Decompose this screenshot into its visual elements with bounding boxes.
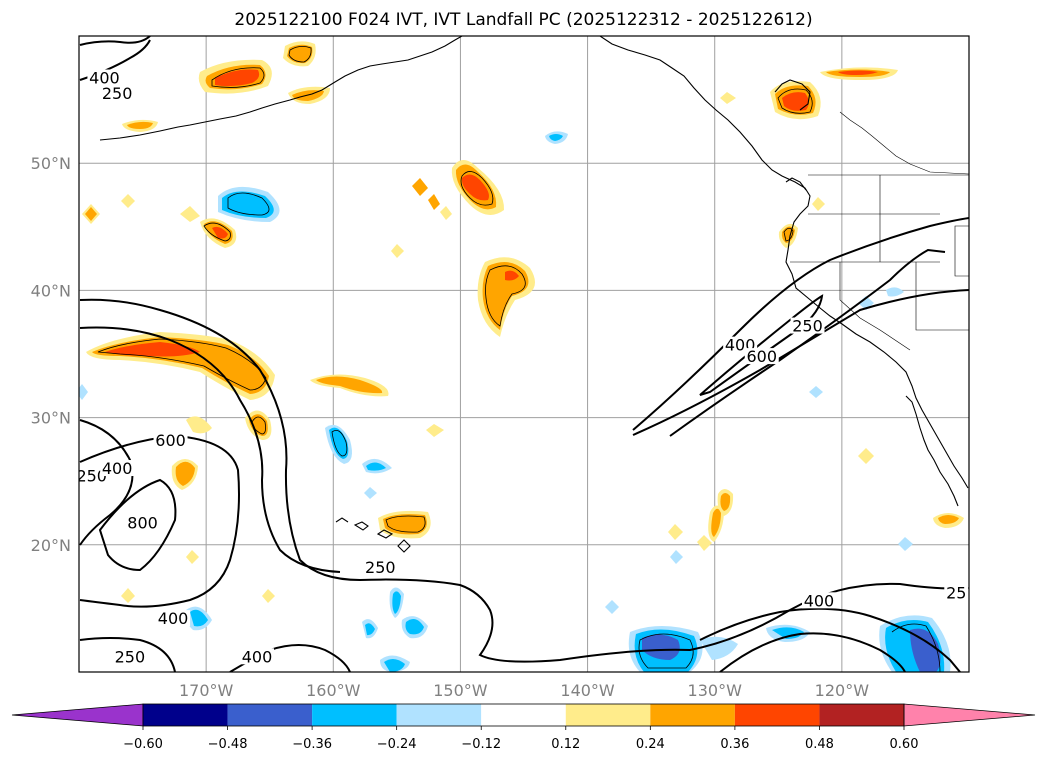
colorbar-segment (819, 704, 904, 726)
political-borders (790, 111, 969, 351)
ivt-contour-label: 400 (102, 459, 133, 478)
colorbar-tick-label: −0.12 (461, 737, 501, 752)
colorbar-segment (227, 704, 313, 726)
contour-label-bg (801, 592, 836, 609)
ivt-contour-label: 400 (158, 609, 189, 628)
ivt-contour-label: 600 (746, 347, 777, 366)
colorbar-tick-label: −0.60 (123, 737, 163, 752)
contour-label-bg (240, 648, 274, 665)
lon-tick-label: 130°W (688, 681, 743, 700)
pc-positive-patch-gulf-of-alaska (122, 41, 330, 132)
ivt-contour-label: 400 (804, 591, 835, 610)
colorbar-segment (396, 704, 482, 726)
contour-label-bg (125, 514, 160, 531)
colorbar-tick-label: 0.36 (720, 737, 749, 752)
longitude-labels: 170°W 160°W 150°W 140°W 130°W 120°W (179, 681, 869, 700)
coastlines (99, 36, 969, 553)
ivt-contour-label: 600 (155, 431, 186, 450)
lat-tick-label: 20°N (31, 536, 71, 555)
colorbar-segment (143, 704, 228, 726)
colorbar-extend-high (903, 703, 1036, 727)
colorbar-segment (481, 704, 566, 726)
colorbar-segment (312, 704, 397, 726)
contour-label-bg (944, 584, 969, 601)
ivt-contour-label: 25 (946, 584, 966, 603)
ivt-contour-label: 800 (127, 514, 158, 533)
ivt-contour-label: 250 (365, 558, 396, 577)
contour-label-bg (156, 610, 191, 627)
lon-tick-label: 170°W (179, 681, 234, 700)
colorbar-frame (142, 703, 905, 727)
contour-label-bg (744, 348, 779, 365)
contour-label-bg (87, 69, 122, 86)
colorbar-tick-label: −0.24 (377, 737, 417, 752)
lat-tick-label: 50°N (31, 154, 71, 173)
graticule (79, 36, 969, 672)
ivt-contour-label: 250 (115, 647, 146, 666)
lon-tick-label: 140°W (560, 681, 615, 700)
colorbar-tick-label: 0.12 (551, 737, 580, 752)
lat-tick-label: 30°N (31, 409, 71, 428)
ivt-contour-label: 400 (242, 647, 273, 666)
colorbar-tick-label: 0.24 (636, 737, 665, 752)
contour-label-bg (100, 84, 135, 101)
colorbar: −0.60 −0.48 −0.36 −0.24 −0.12 0.12 0.24 0.36 0.4… (11, 703, 1036, 752)
map-title: 2025122100 F024 IVT, IVT Landfall PC (20… (234, 10, 813, 30)
map-frame (78, 35, 970, 673)
contour-label-bg (153, 432, 188, 449)
latitude-labels: 50°N 40°N 30°N 20°N (31, 154, 71, 555)
pc-negative-patch-central (79, 287, 913, 672)
pc-positive-patch-subtropical-jet (82, 194, 444, 490)
colorbar-extend-low (11, 703, 144, 727)
contour-label-bg (363, 559, 398, 576)
ivt-contour-label: 250 (102, 84, 133, 103)
ivt-contour-label: 250 (76, 467, 107, 486)
contour-label-bg (790, 317, 825, 334)
lon-tick-label: 150°W (433, 681, 488, 700)
colorbar-tick-label: 0.48 (805, 737, 834, 752)
lat-tick-label: 40°N (31, 281, 71, 300)
ivt-contour-label: 400 (89, 69, 120, 88)
pc-patch-outlines (97, 46, 941, 672)
lon-tick-label: 160°W (306, 681, 361, 700)
ivt-contour-label: 250 (792, 317, 823, 336)
colorbar-tick-label: −0.48 (208, 737, 248, 752)
colorbar-segment (565, 704, 651, 726)
colorbar-tick-label: 0.60 (890, 737, 919, 752)
colorbar-tick-label: −0.36 (292, 737, 332, 752)
colorbar-segment (650, 704, 735, 726)
contour-label-bg (112, 648, 147, 665)
colorbar-segment (734, 704, 820, 726)
contour-label-bg (100, 460, 135, 477)
pc-positive-patch-central-pacific (391, 160, 535, 337)
lon-tick-label: 120°W (815, 681, 870, 700)
